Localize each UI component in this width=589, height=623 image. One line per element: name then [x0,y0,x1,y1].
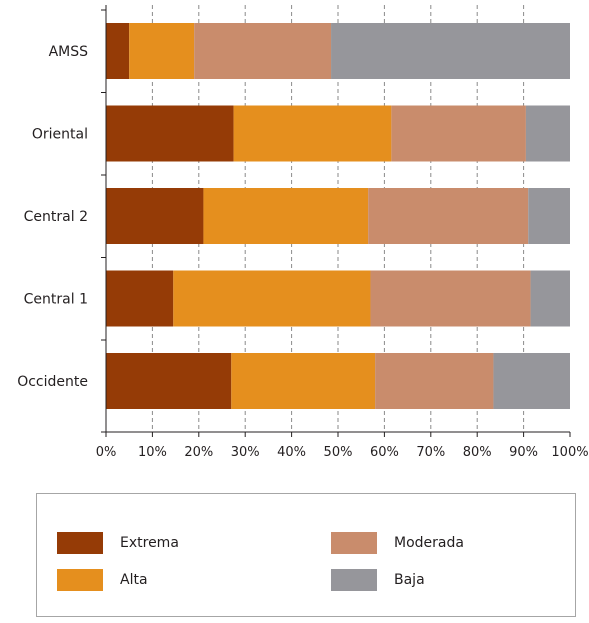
bar-amss-alta [129,23,195,79]
bar-occidente-alta [231,353,376,409]
bar-central-2-baja [528,188,570,244]
bar-central-2-alta [203,188,369,244]
legend-swatch-extrema [57,532,103,554]
x-tick-label-1: 10% [138,445,167,460]
bar-central-1-alta [173,270,371,327]
bar-central-2-moderada [368,188,529,244]
x-tick-label-8: 80% [463,445,492,460]
category-label-central-2: Central 2 [24,209,88,225]
bar-central-1-moderada [370,270,531,327]
legend-swatch-alta [57,569,103,591]
x-tick-label-3: 30% [231,445,260,460]
legend-label-baja: Baja [394,572,425,588]
bar-oriental-extrema [106,105,234,162]
category-label-occidente: Occidente [17,374,88,390]
legend-swatch-baja [331,569,377,591]
bar-oriental-alta [233,105,392,162]
axes [101,5,571,437]
legend-label-extrema: Extrema [120,535,179,551]
stacked-bar-chart: AMSS Oriental Central 2 Central 1 Occidente 0… [17,5,589,460]
bar-oriental-moderada [391,105,526,162]
category-label-amss: AMSS [49,44,89,60]
bar-central-2-extrema [106,188,204,244]
x-tick-label-9: 90% [509,445,538,460]
x-tick-label-2: 20% [184,445,213,460]
x-tick-label-5: 50% [324,445,353,460]
category-label-oriental: Oriental [32,127,88,143]
bars [106,23,570,409]
bar-amss-extrema [106,23,130,79]
category-label-central-1: Central 1 [24,292,88,308]
bar-amss-moderada [194,23,332,79]
bar-oriental-baja [525,105,570,162]
bar-occidente-moderada [375,353,494,409]
x-tick-label-10: 100% [551,445,588,460]
labels: AMSS Oriental Central 2 Central 1 Occidente 0… [17,44,588,460]
legend: Extrema Moderada Alta Baja [36,493,576,617]
legend-swatch-moderada [331,532,377,554]
bar-central-1-extrema [106,270,174,327]
x-tick-label-4: 40% [277,445,306,460]
x-tick-label-0: 0% [96,445,117,460]
bar-amss-baja [331,23,570,79]
bar-occidente-baja [493,353,570,409]
legend-label-alta: Alta [120,572,148,588]
bar-central-1-baja [530,270,570,327]
bar-occidente-extrema [106,353,232,409]
x-tick-label-7: 70% [416,445,445,460]
legend-label-moderada: Moderada [394,535,464,551]
x-tick-label-6: 60% [370,445,399,460]
